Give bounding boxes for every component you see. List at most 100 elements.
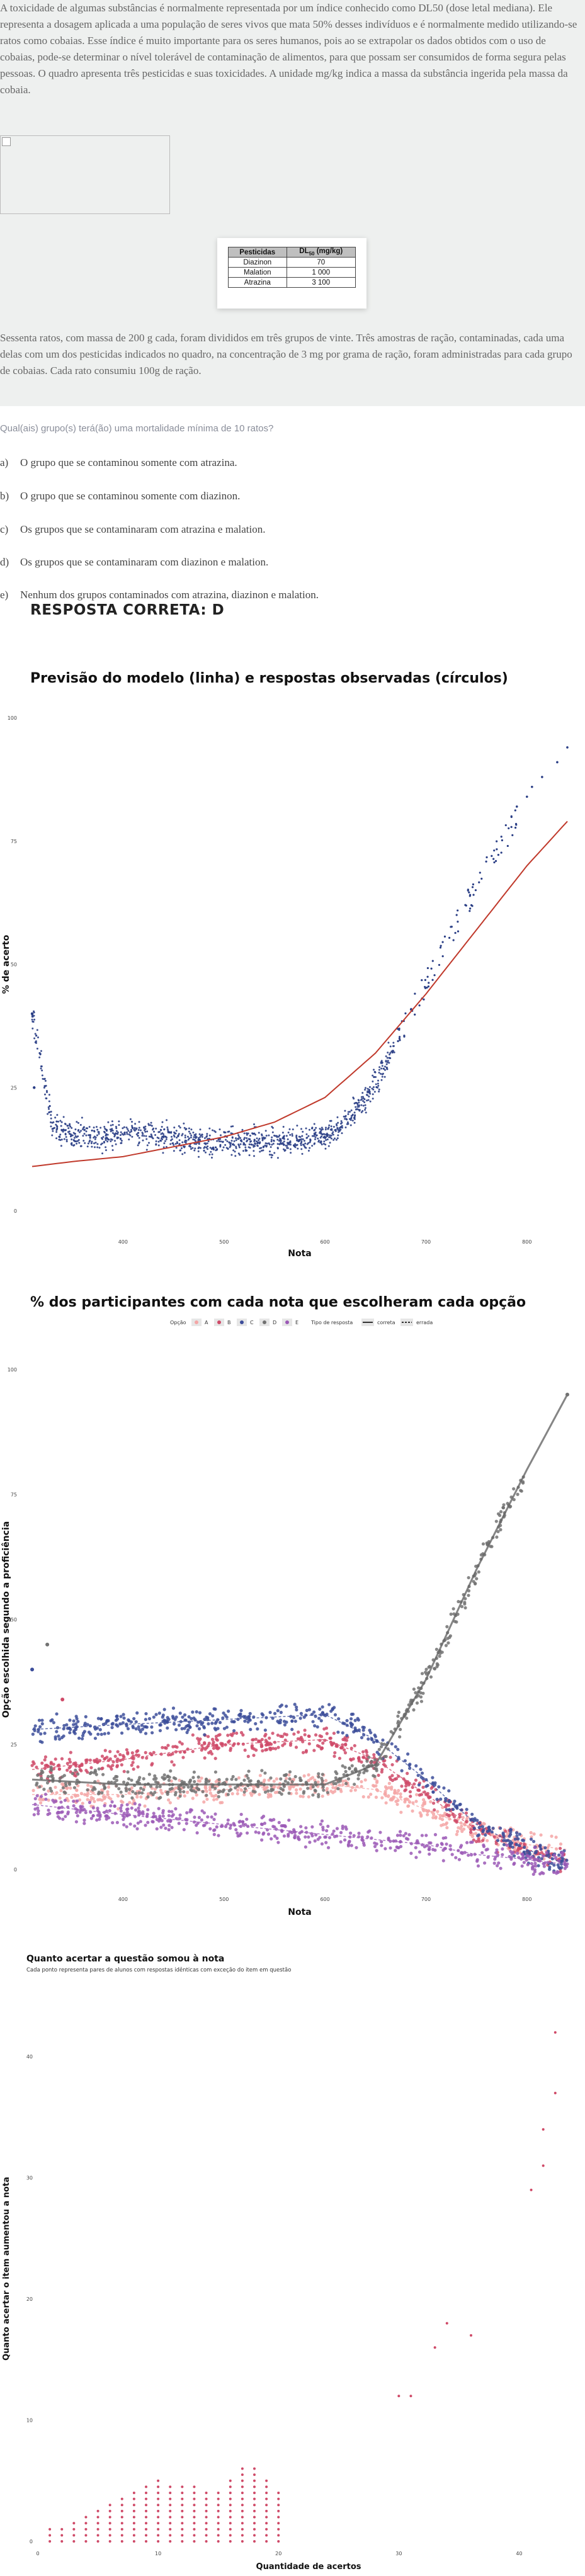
data-point — [304, 1845, 307, 1849]
data-point — [390, 1762, 394, 1767]
data-point — [36, 1029, 38, 1031]
data-point — [197, 1742, 201, 1745]
data-point — [203, 1137, 206, 1139]
data-point — [139, 1820, 142, 1824]
data-point — [205, 2540, 208, 2543]
data-point — [58, 1776, 62, 1780]
data-point — [368, 1091, 371, 1093]
data-point — [299, 1136, 302, 1138]
data-point — [35, 1041, 37, 1044]
data-point — [210, 1156, 213, 1159]
option-e[interactable]: e) Nenhum dos grupos contaminados com atr… — [0, 589, 319, 601]
data-point — [111, 1123, 114, 1126]
data-point — [75, 1716, 79, 1721]
data-point — [226, 1818, 230, 1822]
data-point — [378, 1072, 380, 1074]
data-point — [461, 1815, 465, 1820]
data-point — [89, 1139, 91, 1142]
data-point — [139, 1795, 143, 1799]
data-point — [207, 1145, 209, 1148]
data-point — [106, 1790, 110, 1794]
data-point — [262, 1149, 264, 1152]
data-point — [106, 1140, 109, 1143]
data-point — [288, 1830, 292, 1834]
data-point — [153, 1774, 157, 1778]
data-point — [65, 1138, 68, 1141]
data-point — [366, 1795, 370, 1799]
data-point — [250, 1793, 254, 1797]
data-point — [469, 1828, 473, 1832]
data-point — [412, 1687, 416, 1691]
data-point — [106, 1731, 110, 1735]
option-d[interactable]: d) Os grupos que se contaminaram com diaz… — [0, 556, 269, 568]
data-point — [91, 1813, 95, 1818]
data-point — [40, 1722, 44, 1726]
data-point — [98, 1131, 100, 1133]
data-point — [216, 1140, 219, 1142]
data-point — [130, 1796, 134, 1800]
data-point — [73, 1732, 77, 1735]
data-point — [181, 1134, 183, 1137]
data-point — [146, 1808, 150, 1812]
data-point — [243, 1748, 247, 1752]
data-point — [526, 795, 528, 798]
data-point — [62, 1130, 64, 1133]
data-point — [120, 1140, 123, 1142]
data-point — [388, 1776, 392, 1779]
data-point — [208, 1134, 211, 1137]
data-point — [356, 1773, 360, 1777]
data-point — [173, 1143, 175, 1146]
data-point — [361, 1725, 365, 1729]
data-point — [37, 1809, 40, 1813]
data-point — [40, 1798, 44, 1801]
data-point — [89, 1766, 93, 1769]
data-point — [143, 1135, 145, 1137]
data-point — [213, 1707, 217, 1711]
data-point — [272, 1818, 276, 1822]
data-point — [126, 1133, 128, 1135]
model-line — [31, 820, 568, 1167]
data-point — [452, 1607, 455, 1611]
data-point — [230, 1792, 234, 1796]
pesticide-table: Pesticidas DL50 (mg/kg) Diazinon 70 Malat… — [228, 247, 356, 288]
data-point — [50, 1111, 52, 1113]
data-point — [419, 1767, 423, 1771]
option-a[interactable]: a) O grupo que se contaminou somente com … — [0, 457, 237, 468]
data-point — [105, 1139, 107, 1142]
data-point — [314, 1789, 317, 1793]
data-point — [254, 1737, 258, 1741]
data-point — [399, 1795, 402, 1799]
data-point — [242, 1142, 245, 1144]
data-point — [169, 2522, 172, 2525]
data-point — [89, 1134, 92, 1137]
data-point — [271, 1747, 275, 1750]
data-point — [336, 1137, 339, 1140]
data-point — [193, 1779, 196, 1784]
data-point — [393, 1791, 397, 1795]
data-point — [494, 1519, 498, 1523]
legend-label: C — [250, 1320, 254, 1325]
data-point — [263, 1728, 267, 1732]
data-point — [269, 1793, 273, 1796]
option-c[interactable]: c) Os grupos que se contaminaram com atra… — [0, 523, 266, 535]
data-point — [117, 1787, 121, 1791]
data-point — [482, 1861, 487, 1865]
option-b[interactable]: b) O grupo que se contaminou somente com … — [0, 490, 241, 502]
data-point — [213, 1770, 218, 1774]
data-point — [145, 2528, 147, 2531]
data-point — [130, 1778, 133, 1782]
data-point — [268, 1736, 271, 1740]
data-point — [272, 1142, 275, 1145]
data-point — [132, 2509, 135, 2512]
data-point — [421, 1798, 426, 1801]
data-point — [246, 1133, 248, 1136]
data-point — [292, 1716, 296, 1720]
data-point — [486, 1855, 490, 1859]
data-point — [275, 1777, 279, 1781]
data-point — [45, 1781, 50, 1784]
data-point — [428, 1841, 431, 1845]
data-point — [319, 1141, 322, 1143]
data-point — [62, 1116, 65, 1118]
data-point — [73, 1793, 77, 1797]
data-point — [247, 1769, 251, 1773]
